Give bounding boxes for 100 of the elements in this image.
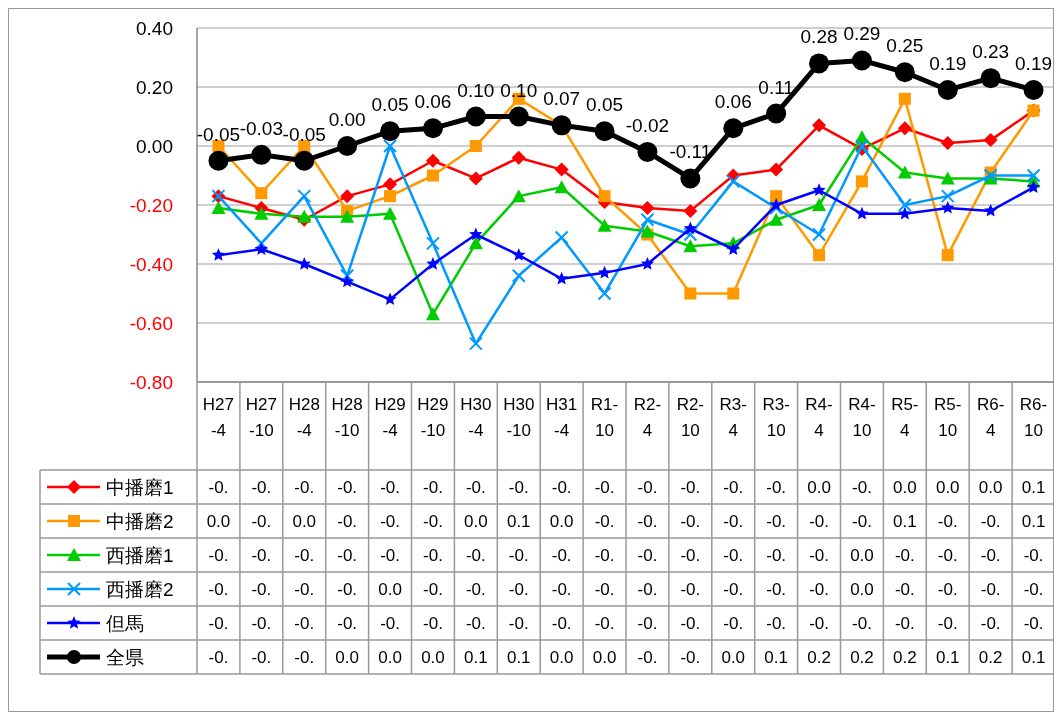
text: 0.0 [893,477,917,497]
text: -0. [809,511,829,531]
y-tick-label: -0.80 [129,371,173,393]
text: -0. [723,477,744,497]
text: -0. [251,647,272,667]
point [380,121,401,142]
point [727,287,740,300]
point [469,140,482,152]
text: -0. [680,579,701,599]
text: -0. [894,613,915,633]
text: 0.0 [850,579,874,599]
x-tick-label: H28-4 [288,395,320,440]
text: -0. [551,545,572,565]
text: -0. [508,545,529,565]
x-tick-label: R3-10 [762,395,790,440]
text: 0.1 [893,511,917,531]
text: 0.1 [764,647,788,667]
x-tick-label: H28-10 [331,395,363,440]
x-tick-label: R6-10 [1019,395,1048,440]
text: -0. [380,545,400,565]
text: -0. [551,613,572,633]
point [297,189,312,204]
annotation: 0.19 [929,52,967,74]
point [383,177,398,192]
text: 0.0 [378,579,402,599]
y-tick-label: -0.40 [129,253,173,275]
y-tick-label: -0.60 [129,312,173,334]
annotation: 0.11 [758,76,794,98]
point [468,236,483,250]
point [941,200,955,214]
point [340,209,355,223]
annotation: 0.00 [328,109,366,130]
point [425,307,440,321]
text: -0. [337,477,358,497]
point [511,150,526,165]
text: -0. [680,477,701,497]
text: -0. [337,511,358,531]
text: -0. [594,511,615,531]
point [769,212,784,226]
text: 0.1 [1021,647,1046,667]
x-tick-label: R6-4 [976,395,1005,440]
text: -0. [251,477,272,497]
annotation: 0.10 [457,79,495,101]
text: -0. [208,545,229,565]
text: -0. [423,477,443,497]
point [1026,180,1041,193]
annotation: 0.05 [586,94,624,116]
point [551,115,572,136]
text: -0. [766,613,787,633]
point [897,121,912,136]
text: -0. [852,613,872,633]
text: -0. [208,647,229,667]
point [511,189,526,203]
text: -0. [594,579,615,599]
y-tick-label: -0.20 [129,194,173,216]
text: -0. [380,477,400,497]
x-tick-label: R4-4 [805,395,833,440]
point [894,62,915,83]
text: 0.1 [1021,477,1046,497]
text: -0. [551,579,572,599]
text: -0. [980,579,1001,599]
text: -0. [680,545,701,565]
legend-label: 西播磨2 [106,578,174,600]
point [340,189,355,204]
text: -0. [980,511,1001,531]
text: 0.1 [464,647,488,667]
text: -0. [251,613,272,633]
text: -0. [423,613,443,633]
x-tick-label: H29-4 [374,395,406,440]
point [468,171,483,186]
point [1026,168,1041,183]
text: -0. [937,545,958,565]
text: 0.0 [378,647,402,667]
point [684,287,697,300]
text: -0. [894,545,915,565]
annotation: 0.28 [800,26,838,48]
point [426,169,439,182]
x-tick-label: R4-10 [848,395,876,440]
point [1023,79,1044,100]
point [980,68,1001,89]
text: -0. [594,545,615,565]
text: -0. [251,545,272,565]
x-tick-label: R5-4 [891,395,919,440]
point [898,206,912,220]
y-tick-label: 0.20 [136,76,173,98]
text: -0. [852,477,872,497]
text: -0. [637,579,658,599]
point [766,103,787,124]
annotation: -0.11 [669,141,712,163]
text: -0. [294,647,315,667]
annotation: 0.07 [543,88,581,110]
text: -0. [937,511,958,531]
text: -0. [723,545,744,565]
text: 0.2 [807,647,831,667]
point [769,162,784,177]
point [554,162,569,177]
point [422,118,443,139]
point [554,230,569,245]
text: -0. [465,545,486,565]
point [384,190,397,203]
